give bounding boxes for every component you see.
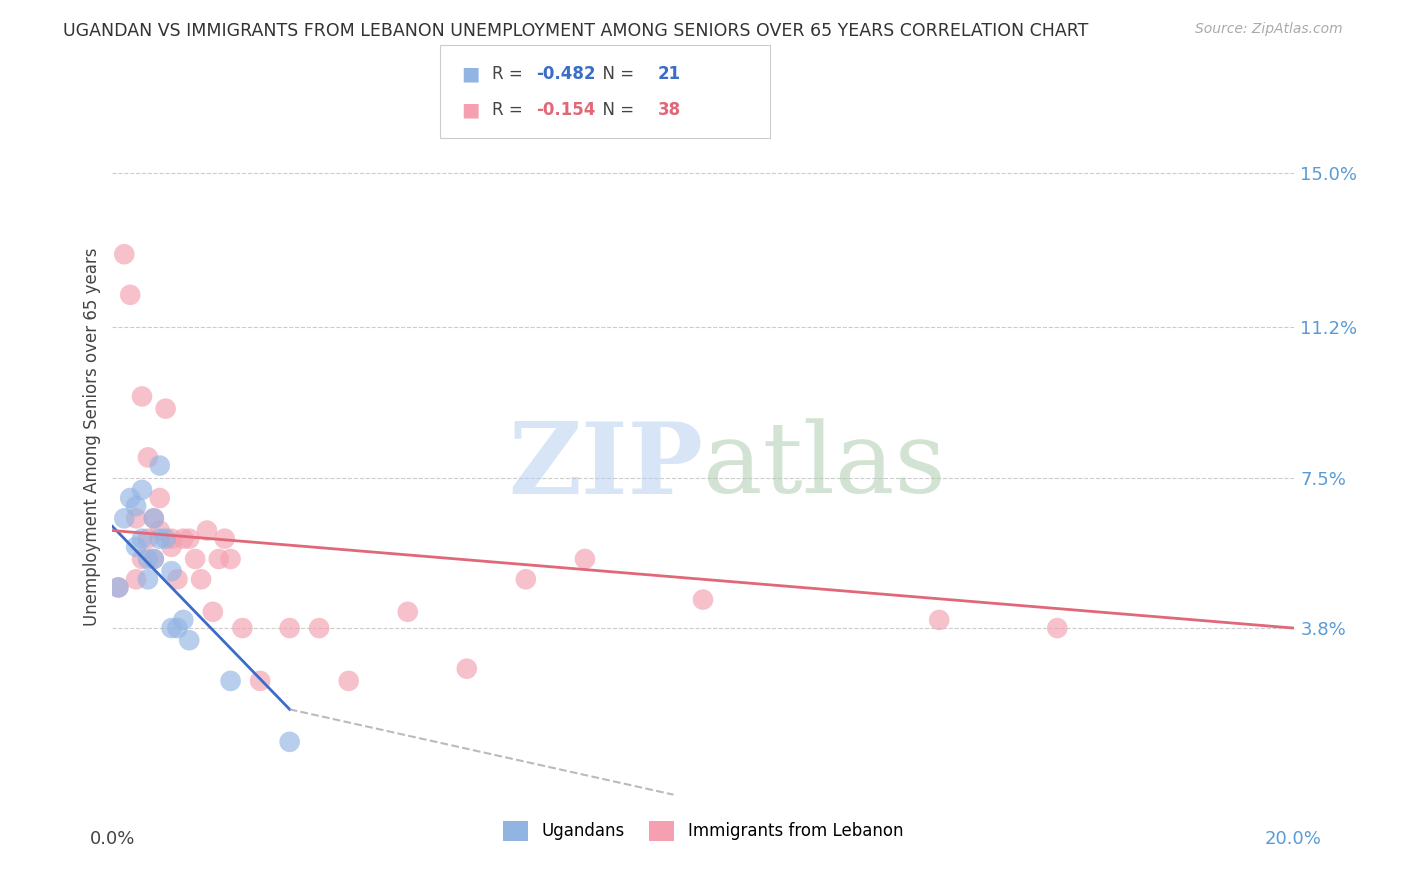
Point <box>160 621 183 635</box>
Legend: Ugandans, Immigrants from Lebanon: Ugandans, Immigrants from Lebanon <box>495 813 911 849</box>
Point <box>184 552 207 566</box>
Text: -0.482: -0.482 <box>536 65 595 83</box>
Point <box>112 247 135 261</box>
Point <box>208 552 231 566</box>
Text: ■: ■ <box>461 100 479 120</box>
Point <box>120 491 142 505</box>
Text: Source: ZipAtlas.com: Source: ZipAtlas.com <box>1195 22 1343 37</box>
Point <box>125 572 148 586</box>
Point <box>107 581 129 595</box>
Point <box>574 552 596 566</box>
Point <box>172 613 194 627</box>
Point <box>136 552 159 566</box>
Point <box>149 491 172 505</box>
Point <box>190 572 212 586</box>
Point <box>1046 621 1069 635</box>
Point <box>172 532 194 546</box>
Point <box>125 511 148 525</box>
Point <box>142 552 165 566</box>
Point <box>155 532 177 546</box>
Point <box>131 552 153 566</box>
Point <box>195 524 218 538</box>
Point <box>136 450 159 465</box>
Point <box>142 511 165 525</box>
Point <box>337 673 360 688</box>
Point <box>231 621 253 635</box>
Text: 0.0%: 0.0% <box>90 830 135 847</box>
Text: N =: N = <box>592 101 640 119</box>
Text: ZIP: ZIP <box>508 417 703 515</box>
Point <box>160 532 183 546</box>
Text: 21: 21 <box>658 65 681 83</box>
Point <box>219 673 242 688</box>
Point <box>131 483 153 497</box>
Text: -0.154: -0.154 <box>536 101 595 119</box>
Text: UGANDAN VS IMMIGRANTS FROM LEBANON UNEMPLOYMENT AMONG SENIORS OVER 65 YEARS CORR: UGANDAN VS IMMIGRANTS FROM LEBANON UNEMP… <box>63 22 1088 40</box>
Point <box>278 621 301 635</box>
Point <box>219 552 242 566</box>
Text: 20.0%: 20.0% <box>1265 830 1322 847</box>
Point <box>112 511 135 525</box>
Point <box>125 540 148 554</box>
Point <box>142 552 165 566</box>
Text: 38: 38 <box>658 101 681 119</box>
Point <box>131 389 153 403</box>
Point <box>120 288 142 302</box>
Point <box>160 564 183 578</box>
Point <box>179 532 201 546</box>
Text: atlas: atlas <box>703 418 946 514</box>
Point <box>249 673 271 688</box>
Point <box>166 621 188 635</box>
Point <box>125 499 148 513</box>
Point <box>149 532 172 546</box>
Point <box>456 662 478 676</box>
Y-axis label: Unemployment Among Seniors over 65 years: Unemployment Among Seniors over 65 years <box>83 248 101 626</box>
Point <box>142 511 165 525</box>
Point <box>396 605 419 619</box>
Point <box>515 572 537 586</box>
Point <box>107 581 129 595</box>
Point <box>166 572 188 586</box>
Text: ■: ■ <box>461 64 479 84</box>
Point <box>155 401 177 416</box>
Text: N =: N = <box>592 65 640 83</box>
Point <box>214 532 236 546</box>
Point <box>201 605 224 619</box>
Text: R =: R = <box>492 65 529 83</box>
Point <box>136 532 159 546</box>
Point <box>692 592 714 607</box>
Point <box>160 540 183 554</box>
Point <box>278 735 301 749</box>
Text: R =: R = <box>492 101 529 119</box>
Point <box>149 524 172 538</box>
Point <box>308 621 330 635</box>
Point <box>131 532 153 546</box>
Point <box>928 613 950 627</box>
Point <box>136 572 159 586</box>
Point <box>149 458 172 473</box>
Point <box>179 633 201 648</box>
